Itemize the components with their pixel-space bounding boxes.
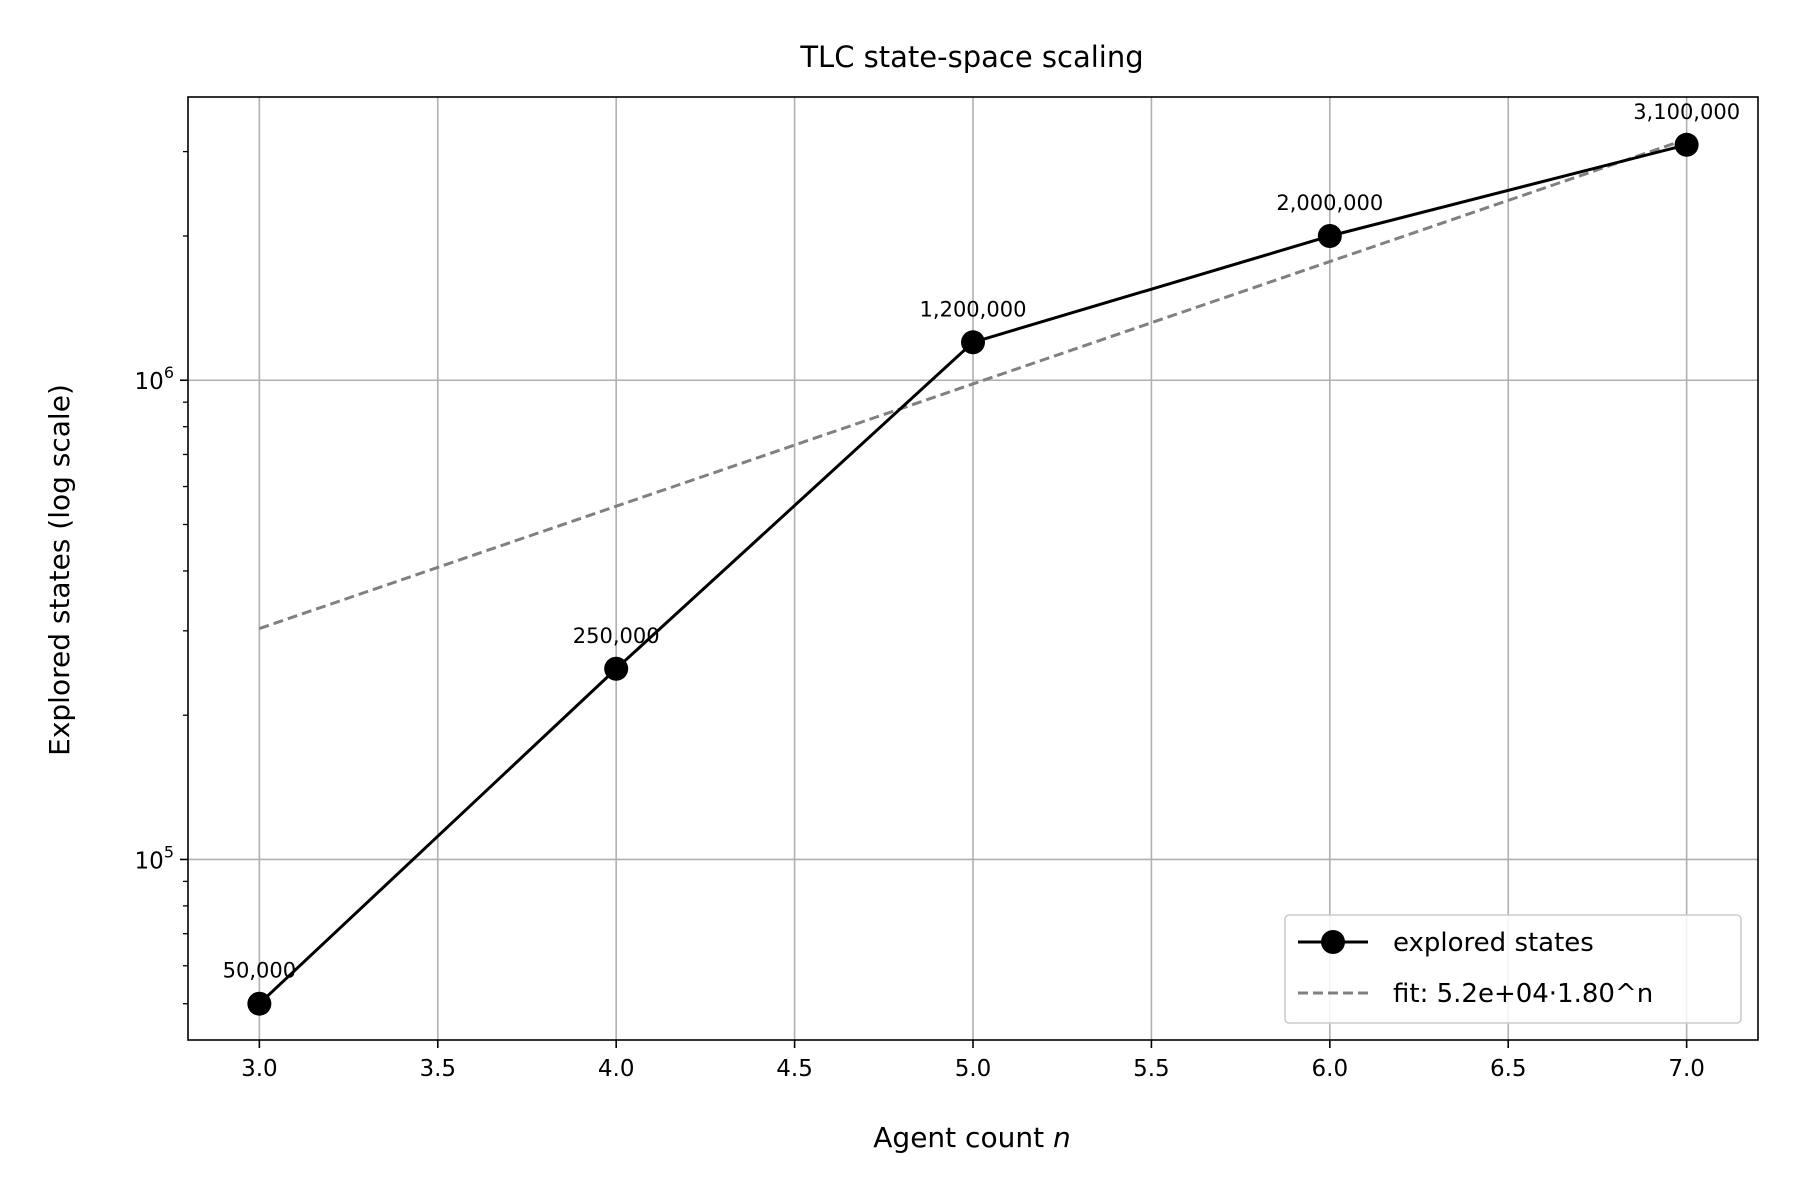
chart-title: TLC state-space scaling <box>799 40 1143 74</box>
explored-states-point <box>1317 223 1342 248</box>
fit-line <box>258 137 1688 630</box>
series-layer <box>247 132 1699 1016</box>
legend: explored states fit: 5.2e+04·1.80^n <box>1284 914 1742 1024</box>
legend-label-fit: fit: 5.2e+04·1.80^n <box>1393 979 1653 1009</box>
data-label: 250,000 <box>573 624 660 648</box>
x-tick-label: 4.5 <box>776 1056 813 1082</box>
x-tick-label: 7.0 <box>1668 1056 1705 1082</box>
explored-states-point <box>1674 132 1699 157</box>
data-labels: 50,000 250,000 1,200,000 2,000,000 3,100,000 <box>223 100 1740 983</box>
x-tick-label: 6.5 <box>1490 1056 1527 1082</box>
data-label: 3,100,000 <box>1633 100 1740 124</box>
x-axis-label-var: n <box>1053 1121 1071 1154</box>
y-tick-label-exponent: 5 <box>164 842 174 861</box>
x-tick-label: 6.0 <box>1312 1056 1349 1082</box>
x-tick-label: 5.0 <box>955 1056 992 1082</box>
x-tick-label: 4.0 <box>598 1056 635 1082</box>
data-label: 2,000,000 <box>1276 191 1383 215</box>
legend-marker-explored-states <box>1321 930 1345 954</box>
y-tick-label: 105 <box>135 842 174 874</box>
data-label: 1,200,000 <box>920 297 1027 321</box>
x-axis-label: Agent count n <box>873 1121 1070 1154</box>
x-tick-label: 5.5 <box>1133 1056 1170 1082</box>
legend-box <box>1284 914 1742 1024</box>
x-axis-label-text: Agent count <box>873 1121 1044 1154</box>
data-label: 50,000 <box>223 959 296 983</box>
y-tick-label-base: 10 <box>135 848 164 874</box>
legend-label-explored-states: explored states <box>1393 928 1594 958</box>
x-tick-label: 3.5 <box>419 1056 456 1082</box>
explored-states-point <box>247 991 272 1016</box>
y-tick-label: 106 <box>135 363 174 395</box>
y-axis-label: Explored states (log scale) <box>43 384 76 756</box>
explored-states-point <box>961 330 985 355</box>
explored-states-point <box>604 656 629 681</box>
y-tick-label-exponent: 6 <box>164 363 174 382</box>
y-tick-label-base: 10 <box>135 369 164 395</box>
x-tick-label: 3.0 <box>241 1056 278 1082</box>
x-axis-label-space <box>1044 1121 1053 1154</box>
